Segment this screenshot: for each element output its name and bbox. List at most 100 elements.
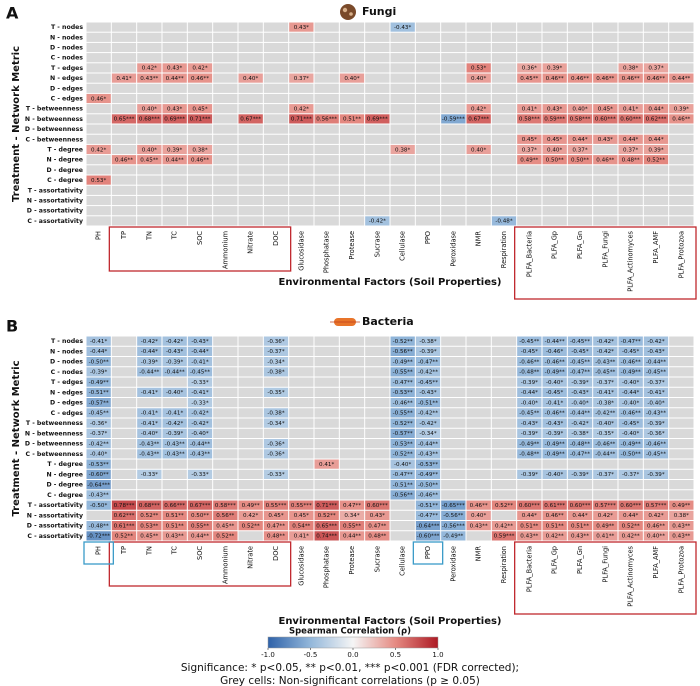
empty-cell: [289, 155, 314, 165]
empty-cell: [491, 63, 517, 73]
row-label: T - betweenness: [26, 420, 83, 427]
cell-label: -0.49**: [519, 441, 539, 447]
empty-cell: [137, 216, 162, 226]
cell-label: -0.48**: [89, 523, 109, 529]
empty-cell: [289, 53, 314, 63]
empty-cell: [187, 83, 213, 93]
empty-cell: [289, 206, 314, 216]
cell-label: -0.64***: [87, 482, 110, 488]
cell-label: 0.66***: [164, 503, 185, 509]
empty-cell: [415, 134, 441, 144]
empty-cell: [491, 104, 517, 114]
empty-cell: [466, 408, 491, 418]
empty-cell: [415, 42, 441, 53]
cell-label: 0.74***: [316, 534, 337, 540]
empty-cell: [289, 439, 314, 449]
colorbar: [267, 636, 439, 649]
cell-label: 0.42**: [495, 523, 513, 529]
cell-label: 0.54**: [292, 523, 310, 529]
cell-label: -0.44*: [191, 349, 208, 355]
cell: [162, 104, 187, 114]
column-label: NMR: [475, 546, 483, 562]
cell-label: 0.51**: [166, 513, 184, 519]
empty-cell: [263, 428, 289, 438]
cell: [567, 531, 593, 541]
cell-label: 0.53*: [471, 66, 486, 72]
cell: [567, 155, 593, 165]
empty-cell: [86, 83, 111, 93]
empty-cell: [441, 32, 466, 42]
cell: [365, 216, 390, 226]
empty-cell: [466, 336, 491, 346]
cell: [643, 155, 669, 165]
cell-label: -0.44**: [570, 411, 590, 417]
empty-cell: [441, 346, 466, 356]
cell-label: -0.46**: [621, 359, 641, 365]
cell: [542, 336, 567, 346]
empty-cell: [263, 459, 289, 469]
empty-cell: [593, 83, 618, 93]
empty-cell: [111, 104, 137, 114]
row-label: C - degree: [47, 492, 83, 499]
empty-cell: [643, 459, 669, 469]
cell-label: -0.49**: [418, 472, 438, 478]
cell-label: 0.44*: [623, 137, 638, 143]
empty-cell: [137, 22, 162, 32]
empty-cell: [517, 206, 542, 216]
cell: [618, 367, 643, 377]
empty-cell: [365, 185, 390, 195]
cell: [289, 22, 314, 32]
cell-label: -0.42**: [595, 411, 615, 417]
cell: [86, 377, 111, 387]
cell: [618, 521, 643, 531]
cell: [86, 175, 111, 185]
empty-cell: [111, 206, 137, 216]
bacteria-icon: [330, 318, 360, 326]
empty-cell: [669, 449, 694, 459]
empty-cell: [289, 124, 314, 134]
empty-cell: [86, 104, 111, 114]
empty-cell: [162, 216, 187, 226]
row-label: N - assortativity: [27, 512, 83, 519]
cell-label: -0.36*: [647, 431, 664, 437]
empty-cell: [643, 124, 669, 134]
cell: [618, 418, 643, 428]
empty-cell: [314, 428, 339, 438]
cell-label: -0.40*: [141, 431, 158, 437]
cell: [542, 408, 567, 418]
cell-label: 0.38*: [192, 147, 207, 153]
empty-cell: [339, 336, 365, 346]
cell: [162, 510, 187, 520]
cell-label: 0.45*: [598, 107, 613, 113]
cell-label: 0.42*: [648, 513, 663, 519]
empty-cell: [111, 32, 137, 42]
cell: [542, 73, 567, 83]
cell-label: 0.46**: [647, 523, 665, 529]
row-label: D - nodes: [50, 359, 83, 366]
cell: [593, 439, 618, 449]
cell-label: 0.40*: [471, 147, 486, 153]
empty-cell: [314, 367, 339, 377]
cell: [187, 510, 213, 520]
cell: [314, 500, 339, 510]
cell: [542, 357, 567, 367]
cell-label: -0.48**: [570, 441, 590, 447]
empty-cell: [466, 387, 491, 397]
cell: [567, 428, 593, 438]
empty-cell: [643, 195, 669, 206]
cell-label: -0.45**: [519, 411, 539, 417]
highlight-box: [108, 226, 292, 272]
cell: [162, 521, 187, 531]
row-label: D - assortativity: [27, 208, 83, 215]
cell-label: 0.40*: [243, 76, 258, 82]
cell-label: 0.39*: [648, 147, 663, 153]
cell: [187, 531, 213, 541]
empty-cell: [466, 346, 491, 356]
empty-cell: [441, 93, 466, 104]
cell: [86, 144, 111, 155]
cell: [289, 531, 314, 541]
empty-cell: [365, 53, 390, 63]
column-label: TN: [145, 546, 153, 556]
cell: [517, 377, 542, 387]
empty-cell: [441, 418, 466, 428]
